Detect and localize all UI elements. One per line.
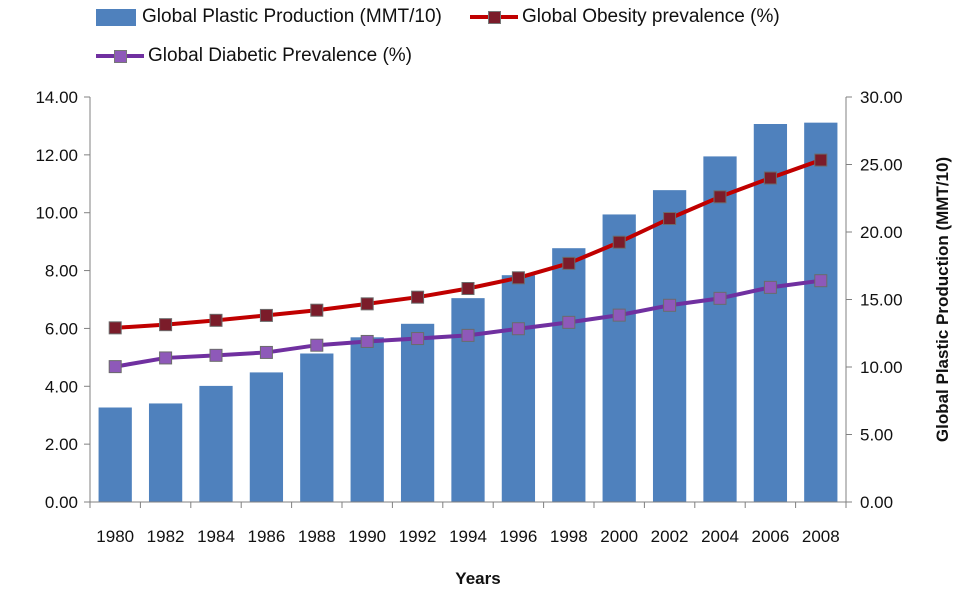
x-tick-label: 1992 xyxy=(399,527,437,546)
y-left-tick-label: 12.00 xyxy=(35,146,78,165)
y-right-tick-label: 10.00 xyxy=(860,358,903,377)
y-right-tick-label: 15.00 xyxy=(860,291,903,310)
bar-plastic-1992 xyxy=(400,323,435,502)
x-tick-label: 1994 xyxy=(449,527,487,546)
point-obesity-1994 xyxy=(461,282,475,296)
y-left-tick-label: 2.00 xyxy=(45,435,78,454)
point-obesity-1990 xyxy=(360,297,374,311)
point-obesity-1992 xyxy=(411,290,425,304)
x-tick-label: 2000 xyxy=(600,527,638,546)
point-diabetic-2008 xyxy=(814,274,828,288)
bar-plastic-2008 xyxy=(804,122,838,503)
legend-item-diabetic: Global Diabetic Prevalence (%) xyxy=(96,45,412,67)
x-tick-label: 1980 xyxy=(96,527,134,546)
x-tick-label: 1990 xyxy=(348,527,386,546)
y-right-tick-label: 30.00 xyxy=(860,88,903,107)
x-tick-label: 2006 xyxy=(751,527,789,546)
bar-plastic-1984 xyxy=(199,385,233,502)
point-obesity-1984 xyxy=(209,313,223,327)
point-obesity-1986 xyxy=(259,308,273,322)
x-tick-label: 1986 xyxy=(247,527,285,546)
y-left-tick-label: 0.00 xyxy=(45,493,78,512)
point-diabetic-2002 xyxy=(663,298,677,312)
point-obesity-1982 xyxy=(159,318,173,332)
x-tick-label: 1996 xyxy=(499,527,537,546)
x-tick-label: 1984 xyxy=(197,527,235,546)
bar-plastic-2004 xyxy=(703,156,737,502)
bar-plastic-1982 xyxy=(148,403,183,502)
point-diabetic-2006 xyxy=(763,280,777,294)
y-left-tick-label: 4.00 xyxy=(45,377,78,396)
x-axis-title: Years xyxy=(455,569,500,588)
y-left-tick-label: 10.00 xyxy=(35,204,78,223)
bar-plastic-1990 xyxy=(350,337,384,502)
legend-swatch-plastic xyxy=(96,8,136,26)
point-obesity-2004 xyxy=(713,190,727,204)
legend-item-obesity: Global Obesity prevalence (%) xyxy=(470,6,780,28)
legend-swatch-diabetic xyxy=(96,47,144,65)
legend-label-diabetic: Global Diabetic Prevalence (%) xyxy=(148,45,413,66)
point-diabetic-1992 xyxy=(411,332,425,346)
bar-plastic-1994 xyxy=(451,298,485,502)
point-obesity-2006 xyxy=(763,171,777,185)
point-obesity-2002 xyxy=(663,212,677,225)
y-right-tick-label: 0.00 xyxy=(860,493,893,512)
x-tick-label: 2004 xyxy=(701,527,739,546)
y-right-tick-label: 25.00 xyxy=(860,156,903,175)
point-obesity-2000 xyxy=(612,235,626,249)
x-tick-label: 1988 xyxy=(298,527,336,546)
y-left-tick-label: 6.00 xyxy=(45,319,78,338)
point-diabetic-1996 xyxy=(511,322,525,336)
y-right-axis-title: Global Plastic Production (MMT/10) xyxy=(933,157,952,442)
legend-item-plastic: Global Plastic Production (MMT/10) xyxy=(96,6,442,28)
x-tick-label: 1998 xyxy=(550,527,588,546)
point-diabetic-1982 xyxy=(159,351,173,365)
x-tick-label: 2008 xyxy=(802,527,840,546)
bar-plastic-2006 xyxy=(753,124,788,502)
point-diabetic-1998 xyxy=(562,315,576,329)
bar-plastic-2000 xyxy=(602,214,636,502)
bar-plastic-1996 xyxy=(501,275,536,502)
y-left-tick-label: 14.00 xyxy=(35,88,78,107)
point-obesity-1996 xyxy=(511,271,525,285)
x-tick-label: 1982 xyxy=(147,527,185,546)
point-diabetic-1994 xyxy=(461,328,475,342)
legend-label-plastic: Global Plastic Production (MMT/10) xyxy=(142,6,442,27)
point-obesity-1998 xyxy=(562,256,576,270)
point-obesity-2008 xyxy=(814,153,828,167)
bar-plastic-2002 xyxy=(652,190,687,502)
legend-swatch-obesity xyxy=(470,8,518,26)
bar-plastic-1998 xyxy=(552,248,586,502)
y-left-tick-label: 8.00 xyxy=(45,262,78,281)
bar-plastic-1988 xyxy=(300,353,334,502)
point-obesity-1980 xyxy=(108,321,122,335)
bar-plastic-1980 xyxy=(98,407,132,502)
point-diabetic-1988 xyxy=(310,338,324,352)
y-right-tick-label: 20.00 xyxy=(860,223,903,242)
legend-label-obesity: Global Obesity prevalence (%) xyxy=(522,6,780,27)
y-right-tick-label: 5.00 xyxy=(860,426,893,445)
point-diabetic-2004 xyxy=(713,291,727,305)
point-diabetic-1986 xyxy=(259,345,273,359)
point-diabetic-1980 xyxy=(108,360,122,374)
point-obesity-1988 xyxy=(310,303,324,317)
point-diabetic-1984 xyxy=(209,348,223,362)
x-tick-label: 2002 xyxy=(651,527,689,546)
bar-plastic-1986 xyxy=(249,372,284,502)
point-diabetic-2000 xyxy=(612,308,626,322)
point-diabetic-1990 xyxy=(360,334,374,348)
